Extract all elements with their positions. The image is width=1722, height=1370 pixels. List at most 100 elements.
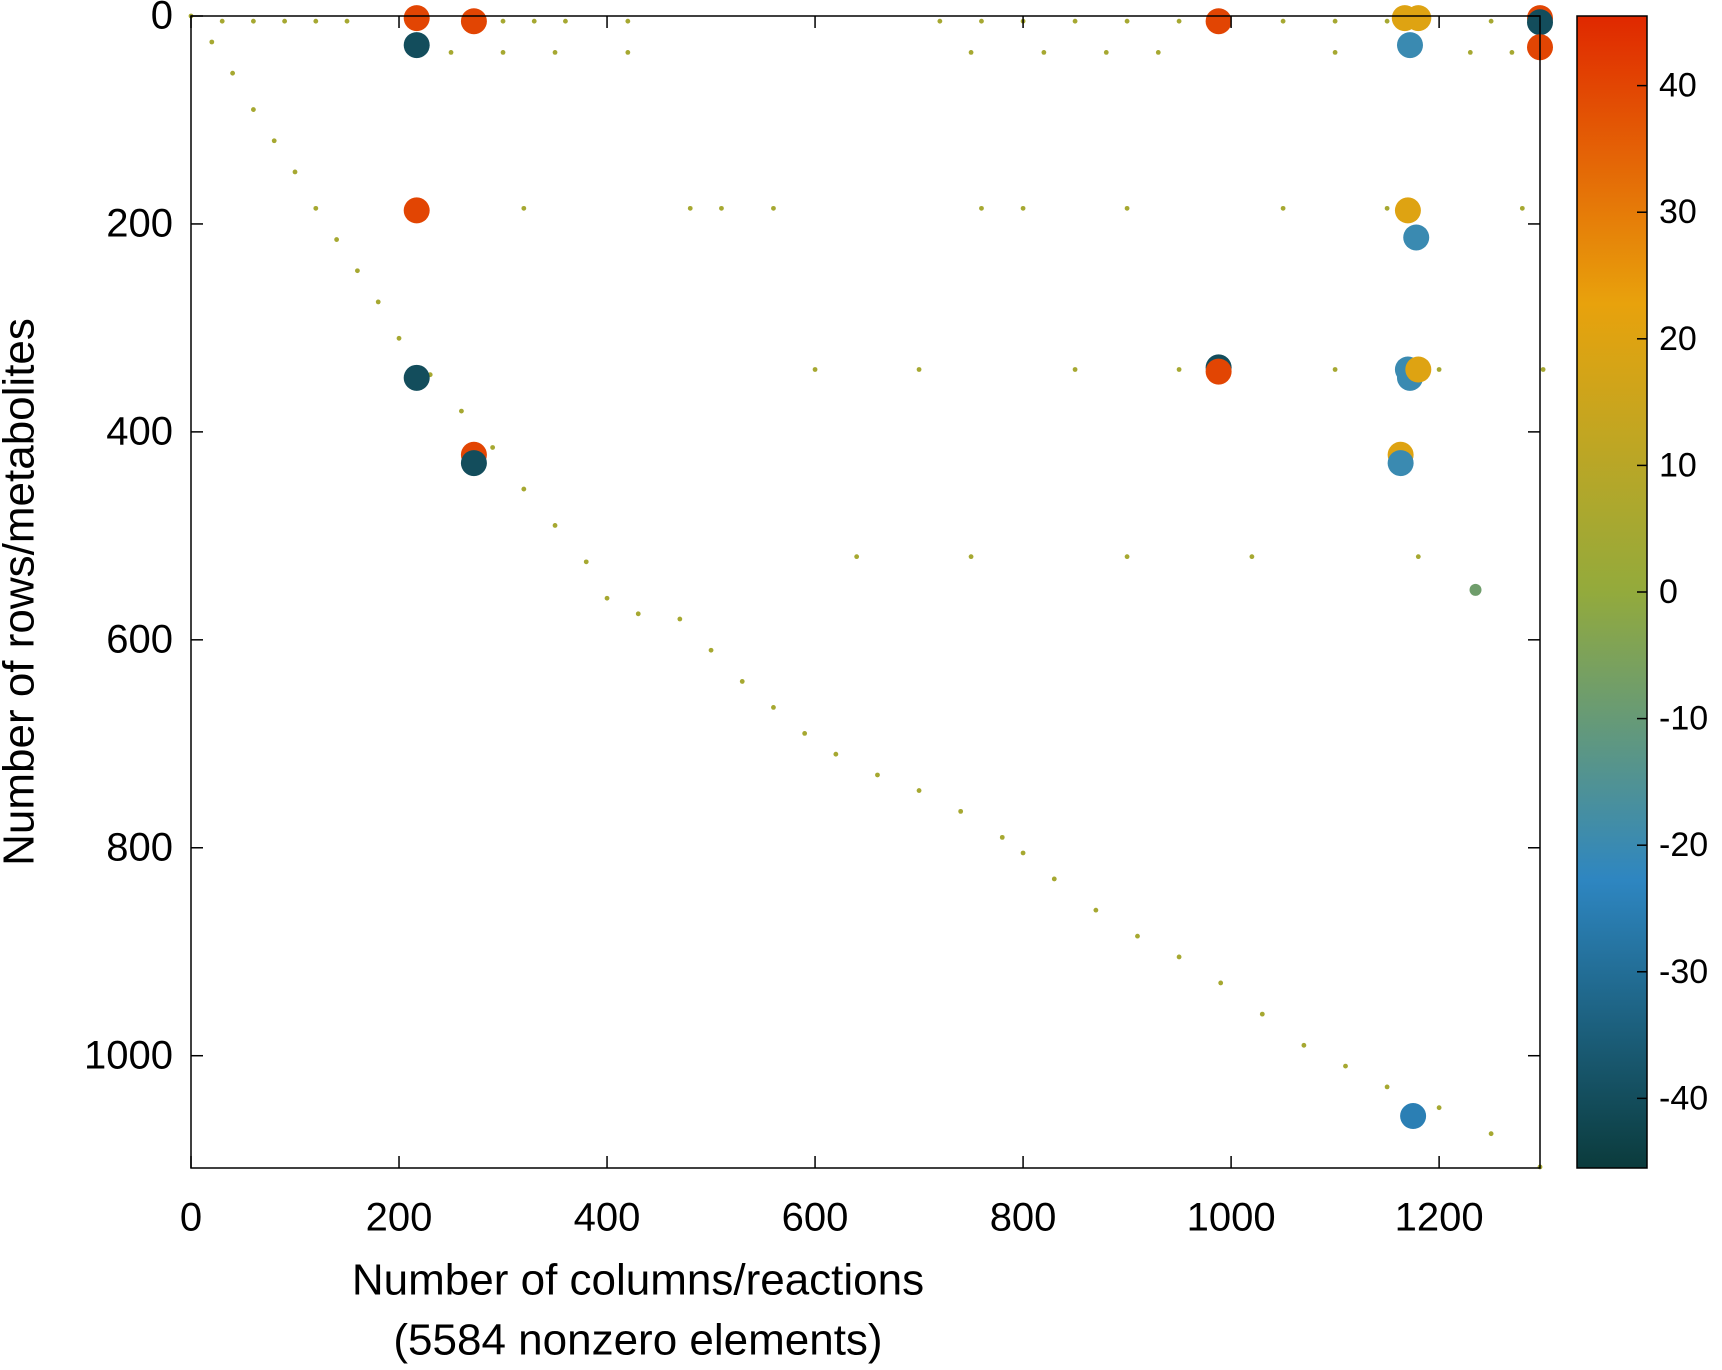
point xyxy=(552,49,558,55)
x-tick-label: 1200 xyxy=(1395,1196,1484,1240)
point xyxy=(625,49,631,55)
point xyxy=(833,751,839,757)
point xyxy=(251,18,256,24)
point xyxy=(1280,205,1286,211)
large-point xyxy=(1403,224,1430,251)
point xyxy=(1384,1084,1390,1090)
point xyxy=(375,299,381,305)
point xyxy=(1467,49,1473,55)
point xyxy=(1436,367,1442,372)
point xyxy=(979,205,984,211)
large-point xyxy=(1394,197,1421,224)
point xyxy=(1280,18,1286,24)
colorbar-tick-label: 40 xyxy=(1659,67,1697,105)
point xyxy=(396,335,402,341)
point xyxy=(521,486,527,492)
point xyxy=(313,205,319,211)
colorbar-tick-label: 10 xyxy=(1659,446,1697,484)
point xyxy=(531,18,537,24)
large-point xyxy=(1405,356,1432,383)
point xyxy=(1259,1011,1265,1017)
point xyxy=(1176,367,1182,372)
colorbar-tick-label: 0 xyxy=(1659,573,1678,611)
point xyxy=(209,39,215,45)
x-tick-label: 0 xyxy=(180,1196,202,1240)
point xyxy=(739,679,745,684)
point xyxy=(937,18,943,24)
point xyxy=(916,367,922,372)
x-tick-label: 1000 xyxy=(1187,1196,1276,1240)
point xyxy=(1155,49,1161,55)
large-point xyxy=(460,8,487,35)
y-tick-label: 600 xyxy=(106,617,173,661)
point xyxy=(677,616,683,622)
point xyxy=(604,595,610,601)
large-point xyxy=(1387,450,1414,477)
point xyxy=(1332,367,1338,372)
y-tick-label: 0 xyxy=(151,0,173,38)
point xyxy=(1176,18,1182,24)
point xyxy=(552,523,558,528)
point xyxy=(251,107,256,112)
point xyxy=(968,554,974,560)
point xyxy=(708,647,714,653)
point xyxy=(1343,1063,1348,1069)
point xyxy=(583,559,589,565)
point xyxy=(625,18,631,24)
point xyxy=(916,788,922,793)
large-point xyxy=(403,364,430,391)
x-axis-note: (5584 nonzero elements) xyxy=(393,1316,882,1365)
point xyxy=(1176,954,1182,960)
point xyxy=(1072,367,1078,372)
large-point xyxy=(403,32,430,59)
point xyxy=(448,49,454,55)
point xyxy=(1384,205,1390,211)
point xyxy=(459,408,464,414)
point xyxy=(1072,18,1078,24)
x-axis-label: Number of columns/reactions xyxy=(352,1256,924,1305)
y-tick-label: 800 xyxy=(106,825,173,869)
large-point xyxy=(460,450,487,477)
point xyxy=(687,205,693,211)
large-point xyxy=(1396,32,1423,59)
large-point xyxy=(403,5,430,32)
point xyxy=(771,705,776,710)
point xyxy=(563,18,568,24)
point xyxy=(1488,1131,1494,1137)
point xyxy=(1124,205,1130,211)
point xyxy=(875,772,880,778)
x-tick-label: 600 xyxy=(782,1196,849,1240)
y-tick-label: 400 xyxy=(106,409,173,453)
colorbar-tick-label: -30 xyxy=(1659,953,1708,991)
large-point xyxy=(1405,5,1432,32)
point xyxy=(1436,1105,1442,1111)
point xyxy=(1020,850,1026,856)
point xyxy=(292,169,298,175)
point xyxy=(1124,18,1130,24)
point xyxy=(979,18,984,24)
y-tick-label: 200 xyxy=(106,202,173,246)
point xyxy=(1249,554,1255,560)
point xyxy=(854,554,860,560)
point xyxy=(313,18,319,24)
large-point xyxy=(1205,358,1232,385)
large-point xyxy=(403,197,430,224)
point xyxy=(1218,980,1224,986)
point xyxy=(1093,907,1099,913)
point xyxy=(1540,367,1546,372)
point xyxy=(802,731,808,736)
x-tick-label: 200 xyxy=(366,1196,433,1240)
point xyxy=(334,237,340,242)
point xyxy=(1332,49,1338,55)
point xyxy=(1488,18,1494,24)
point xyxy=(282,18,288,24)
point xyxy=(1384,18,1390,24)
large-point xyxy=(1400,1103,1427,1130)
colorbar-tick-label: 20 xyxy=(1659,320,1697,358)
point xyxy=(999,834,1005,840)
colorbar xyxy=(1576,15,1648,1169)
point xyxy=(1124,554,1130,560)
point xyxy=(1415,554,1421,560)
point xyxy=(812,367,818,372)
